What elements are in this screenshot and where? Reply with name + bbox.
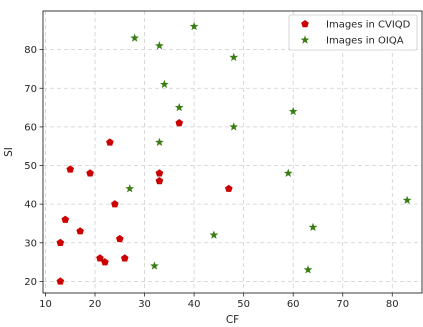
legend-box (288, 14, 418, 51)
oiqa-point (229, 52, 239, 62)
cviqd-point (175, 119, 184, 127)
x-tick-label: 10 (39, 299, 52, 310)
oiqa-point (155, 137, 164, 147)
legend-label-oiqa: Images in OIQA (326, 36, 404, 47)
cviqd-point (56, 277, 65, 285)
y-tick-label: 60 (24, 122, 37, 133)
plot-frame (42, 10, 423, 294)
cviqd-point (115, 234, 124, 243)
cviqd-point (66, 165, 75, 173)
oiqa-point (303, 265, 313, 274)
oiqa-point (130, 33, 140, 42)
x-tick-label: 20 (89, 299, 102, 310)
oiqa-point (209, 230, 219, 239)
oiqa-point (308, 222, 318, 232)
cviqd-point (155, 176, 164, 185)
y-tick-label: 50 (24, 161, 37, 172)
y-tick-label: 80 (24, 45, 37, 56)
x-tick-label: 30 (138, 299, 151, 310)
x-tick-label: 50 (237, 299, 250, 310)
cviqd-point (155, 169, 164, 177)
oiqa-point (155, 41, 164, 50)
x-tick-label: 60 (287, 299, 300, 310)
oiqa-point (229, 122, 239, 131)
cviqd-point (86, 169, 94, 177)
grid (43, 11, 422, 293)
oiqa-point (160, 79, 169, 89)
y-tick-label: 30 (24, 238, 37, 249)
x-tick-label: 40 (188, 299, 201, 310)
data-points (56, 21, 412, 285)
cviqd-point (224, 184, 233, 192)
legend-marker-cviqd (301, 20, 309, 28)
y-tick-label: 40 (24, 200, 37, 211)
y-axis-label: SI (3, 147, 15, 157)
cviqd-point (96, 254, 104, 262)
legend: Images in CVIQD Images in OIQA (288, 14, 418, 51)
oiqa-point (402, 195, 412, 205)
cviqd-point (120, 254, 129, 262)
cviqd-point (76, 227, 84, 235)
oiqa-point (283, 168, 293, 177)
y-tick-label: 20 (24, 277, 37, 288)
cviqd-point (56, 238, 65, 247)
oiqa-point (288, 106, 298, 116)
x-axis-label: CF (226, 314, 239, 326)
x-tick-label: 70 (336, 299, 349, 310)
legend-marker-shape (300, 35, 310, 44)
legend-marker-shape (301, 20, 309, 28)
oiqa-point (150, 261, 159, 270)
x-tick-label: 80 (386, 299, 399, 310)
oiqa-point (174, 102, 184, 112)
cviqd-point (101, 258, 109, 266)
y-tick-label: 70 (24, 84, 37, 95)
cviqd-point (111, 200, 119, 208)
legend-label-cviqd: Images in CVIQD (326, 20, 411, 31)
cviqd-point (61, 215, 70, 223)
oiqa-point (189, 21, 199, 31)
cviqd-point (106, 138, 114, 146)
oiqa-point (125, 184, 135, 193)
legend-marker-oiqa (300, 35, 310, 44)
